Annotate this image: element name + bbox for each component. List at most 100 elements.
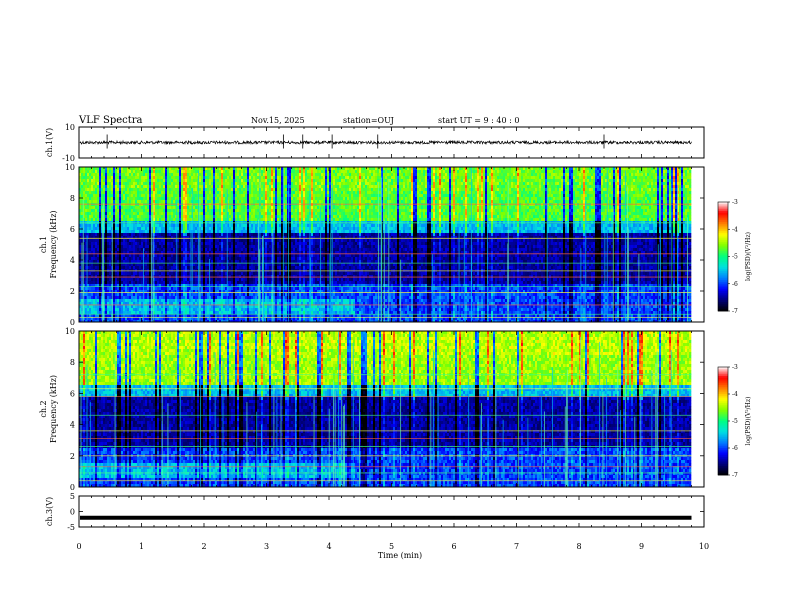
psd-cell bbox=[333, 197, 335, 200]
psd-cell bbox=[299, 209, 301, 212]
psd-cell bbox=[679, 191, 681, 194]
psd-cell bbox=[679, 194, 681, 197]
psd-cell bbox=[509, 182, 511, 185]
psd-cell bbox=[253, 179, 255, 182]
psd-cell bbox=[329, 188, 331, 191]
psd-cell bbox=[543, 212, 545, 215]
psd-cell bbox=[581, 194, 583, 197]
psd-cell bbox=[335, 203, 337, 206]
psd-cell bbox=[173, 194, 175, 197]
psd-cell bbox=[213, 194, 215, 197]
psd-cell bbox=[105, 200, 107, 203]
psd-cell bbox=[325, 209, 327, 212]
psd-cell bbox=[633, 206, 635, 209]
psd-cell bbox=[407, 209, 409, 212]
psd-cell bbox=[455, 212, 457, 215]
psd-cell bbox=[481, 173, 483, 176]
psd-cell bbox=[331, 170, 333, 173]
ch1-spectrogram-panel: 0246810ch.1 Frequency (kHz) bbox=[39, 163, 704, 327]
psd-cell bbox=[405, 188, 407, 191]
psd-cell bbox=[411, 203, 413, 206]
psd-cell bbox=[445, 209, 447, 212]
psd-cell bbox=[497, 179, 499, 182]
psd-cell bbox=[271, 179, 273, 182]
psd-cell bbox=[423, 176, 425, 179]
psd-cell bbox=[277, 200, 279, 203]
psd-cell bbox=[149, 209, 151, 212]
psd-cell bbox=[201, 173, 203, 176]
psd-cell bbox=[139, 194, 141, 197]
psd-cell bbox=[243, 173, 245, 176]
psd-cell bbox=[165, 206, 167, 209]
psd-cell bbox=[315, 200, 317, 203]
psd-cell bbox=[431, 194, 433, 197]
psd-cell bbox=[639, 188, 641, 191]
psd-cell bbox=[351, 203, 353, 206]
psd-cell bbox=[549, 179, 551, 182]
psd-cell bbox=[223, 191, 225, 194]
psd-cell bbox=[169, 206, 171, 209]
psd-cell bbox=[447, 191, 449, 194]
psd-cell bbox=[521, 191, 523, 194]
psd-cell bbox=[377, 176, 379, 179]
psd-cell bbox=[513, 182, 515, 185]
psd-cell bbox=[245, 194, 247, 197]
psd-cell bbox=[171, 173, 173, 176]
psd-cell bbox=[631, 209, 633, 212]
psd-cell bbox=[425, 170, 427, 173]
psd-cell bbox=[171, 203, 173, 206]
psd-cell bbox=[433, 203, 435, 206]
psd-cell bbox=[257, 185, 259, 188]
psd-cell bbox=[493, 176, 495, 179]
psd-cell bbox=[569, 179, 571, 182]
psd-cell bbox=[389, 209, 391, 212]
psd-cell bbox=[97, 212, 99, 215]
psd-cell bbox=[121, 176, 123, 179]
psd-cell bbox=[481, 200, 483, 203]
psd-cell bbox=[643, 185, 645, 188]
psd-cell bbox=[201, 188, 203, 191]
psd-cell bbox=[361, 179, 363, 182]
psd-cell bbox=[257, 173, 259, 176]
psd-cell bbox=[167, 194, 169, 197]
psd-cell bbox=[145, 194, 147, 197]
psd-cell bbox=[401, 179, 403, 182]
psd-cell bbox=[639, 176, 641, 179]
psd-cell bbox=[189, 191, 191, 194]
psd-cell bbox=[443, 197, 445, 200]
psd-cell bbox=[91, 206, 93, 209]
psd-cell bbox=[355, 209, 357, 212]
psd-cell bbox=[549, 200, 551, 203]
psd-cell bbox=[313, 188, 315, 191]
psd-cell bbox=[557, 182, 559, 185]
psd-cell bbox=[359, 194, 361, 197]
psd-cell bbox=[315, 197, 317, 200]
psd-cell bbox=[295, 170, 297, 173]
psd-cell bbox=[681, 209, 683, 212]
psd-cell bbox=[619, 212, 621, 215]
psd-cell bbox=[171, 176, 173, 179]
psd-cell bbox=[303, 209, 305, 212]
psd-cell bbox=[205, 200, 207, 203]
psd-cell bbox=[311, 173, 313, 176]
psd-cell bbox=[517, 191, 519, 194]
psd-cell bbox=[433, 182, 435, 185]
psd-cell bbox=[269, 200, 271, 203]
psd-cell bbox=[355, 212, 357, 215]
psd-cell bbox=[463, 197, 465, 200]
psd-cell bbox=[167, 206, 169, 209]
psd-cell bbox=[565, 206, 567, 209]
psd-cell bbox=[93, 209, 95, 212]
psd-cell bbox=[435, 212, 437, 215]
psd-cell bbox=[143, 194, 145, 197]
psd-cell bbox=[445, 188, 447, 191]
psd-cell bbox=[613, 188, 615, 191]
psd-cell bbox=[539, 170, 541, 173]
psd-cell bbox=[119, 203, 121, 206]
psd-cell bbox=[409, 185, 411, 188]
psd-cell bbox=[349, 212, 351, 215]
psd-cell bbox=[457, 197, 459, 200]
psd-cell bbox=[247, 176, 249, 179]
psd-cell bbox=[565, 194, 567, 197]
psd-cell bbox=[111, 176, 113, 179]
